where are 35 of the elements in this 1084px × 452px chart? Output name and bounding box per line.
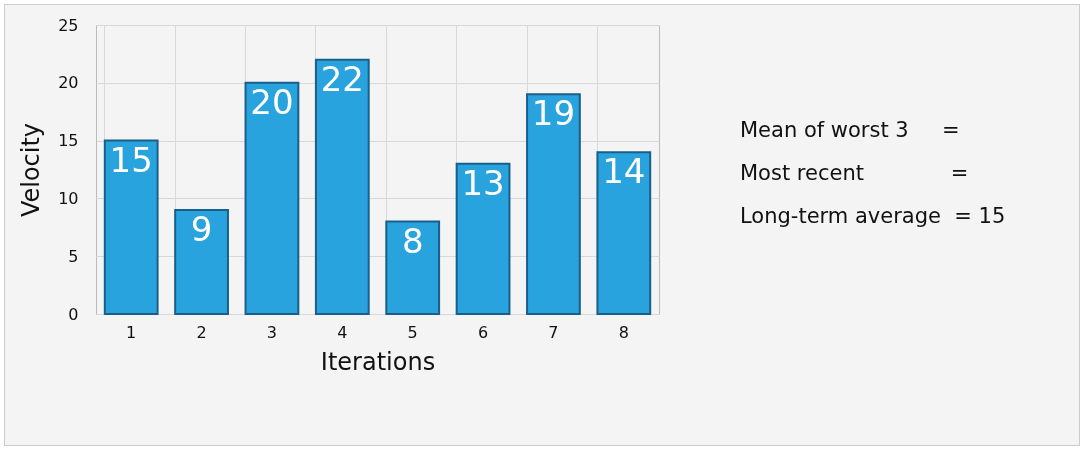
data-label: 14 [602,151,646,192]
data-label: 8 [401,220,424,261]
data-label: 9 [190,208,213,249]
text: Mean of worst 3 = [740,118,961,144]
x-tick-label: 7 [548,322,559,342]
data-label: 13 [461,162,505,203]
x-axis-title: Iterations [320,347,436,376]
bar [174,208,229,315]
text: Long-term average = 15 [740,204,1006,230]
bar [455,162,511,315]
bar [385,220,441,315]
y-axis-title: Velocity [17,122,46,218]
data-label: 22 [320,58,364,99]
y-tick-label: 0 [68,304,79,324]
bar [244,81,300,315]
data-label: 19 [531,93,576,134]
bar [596,151,652,315]
y-tick-label: 10 [58,188,79,208]
text: Most recent = [740,161,970,187]
x-tick-label: 8 [618,322,629,342]
bar [314,58,370,315]
y-tick-label: 20 [58,73,79,93]
bar [103,139,159,315]
data-label: 15 [109,139,153,180]
bar [526,93,581,315]
data-label: 20 [250,81,294,122]
x-tick-label: 3 [266,322,278,342]
x-tick-label: 4 [337,322,348,342]
x-tick-label: 1 [126,322,137,342]
y-tick-label: 5 [68,246,79,266]
y-tick-label: 25 [58,15,79,35]
x-tick-label: 5 [407,322,418,342]
y-tick-label: 15 [58,131,79,151]
x-tick-label: 2 [196,322,207,342]
x-tick-label: 6 [477,322,489,342]
